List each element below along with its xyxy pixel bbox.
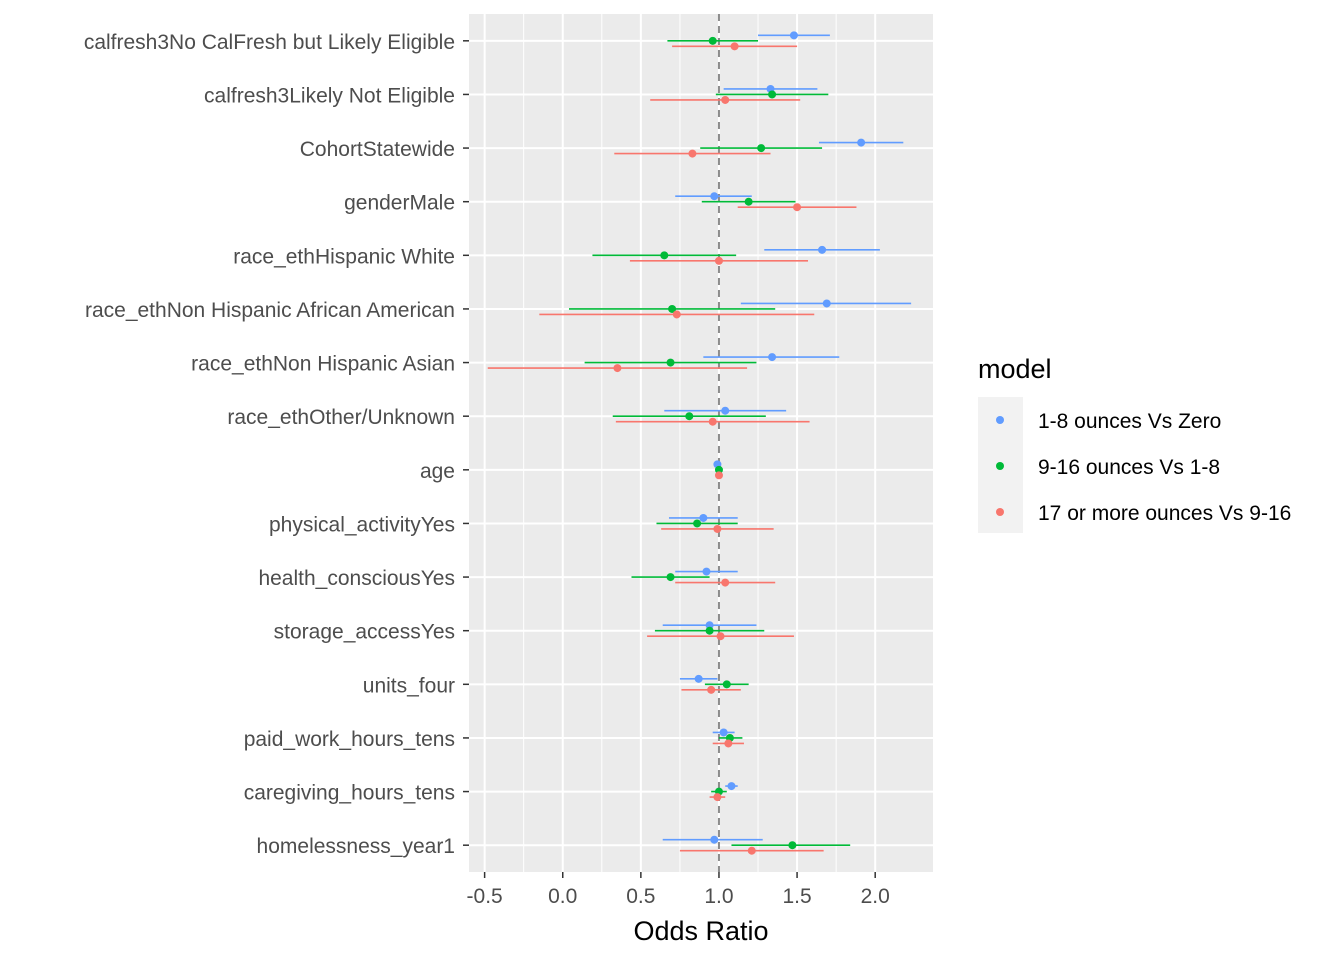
estimate-point: [708, 417, 717, 426]
legend-label: 17 or more ounces Vs 9-16: [1038, 502, 1291, 525]
estimate-point: [713, 793, 722, 802]
y-tick-label: age: [420, 460, 455, 483]
series-group: [487, 42, 857, 855]
y-axis: calfresh3No CalFresh but Likely Eligible…: [84, 31, 469, 858]
estimate-point: [688, 149, 697, 158]
y-tick-label: calfresh3Likely Not Eligible: [204, 84, 455, 107]
y-tick-label: race_ethNon Hispanic African American: [85, 299, 455, 322]
x-axis-title: Odds Ratio: [633, 916, 768, 946]
estimate-point: [757, 144, 766, 153]
y-tick-label: race_ethHispanic White: [233, 245, 455, 268]
estimate-point: [722, 680, 731, 689]
x-tick-label: -0.5: [467, 885, 503, 908]
y-tick-label: caregiving_hours_tens: [244, 782, 455, 805]
y-tick-label: units_four: [363, 674, 455, 697]
y-tick-label: health_consciousYes: [258, 567, 455, 590]
estimate-point: [730, 42, 739, 51]
estimate-point: [713, 524, 722, 533]
estimate-point: [788, 841, 797, 850]
estimate-point: [707, 685, 716, 694]
estimate-point: [793, 203, 802, 212]
estimate-point: [714, 471, 723, 480]
legend-swatch: [996, 462, 1004, 470]
x-tick-label: 1.0: [704, 885, 733, 908]
y-tick-label: homelessness_year1: [257, 835, 455, 858]
estimate-point: [705, 621, 714, 630]
legend-label: 9-16 ounces Vs 1-8: [1038, 456, 1220, 479]
estimate-point: [719, 728, 728, 737]
estimate-point: [727, 782, 736, 791]
legend-title: model: [978, 354, 1052, 384]
estimate-point: [660, 251, 669, 260]
y-tick-label: physical_activityYes: [269, 513, 455, 536]
y-tick-label: race_ethNon Hispanic Asian: [191, 353, 455, 376]
legend-swatch: [996, 416, 1004, 424]
estimate-point: [685, 412, 694, 421]
y-tick-label: calfresh3No CalFresh but Likely Eligible: [84, 31, 455, 54]
legend-swatch: [996, 508, 1004, 516]
estimate-point: [721, 578, 730, 587]
estimate-point: [702, 567, 711, 576]
estimate-point: [714, 256, 723, 265]
estimate-point: [710, 835, 719, 844]
estimate-point: [768, 90, 777, 99]
y-tick-label: CohortStatewide: [300, 138, 455, 161]
y-tick-label: race_ethOther/Unknown: [227, 406, 455, 429]
series-marks: [487, 31, 912, 855]
estimate-point: [714, 465, 723, 474]
legend-label: 1-8 ounces Vs Zero: [1038, 410, 1221, 433]
y-tick-label: storage_accessYes: [274, 621, 455, 644]
estimate-point: [666, 358, 675, 367]
estimate-point: [768, 353, 777, 362]
estimate-point: [724, 739, 733, 748]
estimate-point: [818, 245, 827, 254]
x-axis: -0.5 0.0 0.5 1.0 1.5 2.0: [467, 872, 890, 908]
x-tick-label: 2.0: [861, 885, 890, 908]
y-tick-label: genderMale: [344, 192, 455, 215]
estimate-point: [708, 36, 717, 45]
y-tick-label: paid_work_hours_tens: [244, 728, 455, 751]
estimate-point: [699, 513, 708, 522]
estimate-point: [721, 95, 730, 104]
estimate-point: [710, 192, 719, 201]
estimate-point: [693, 519, 702, 528]
estimate-point: [721, 406, 730, 415]
estimate-point: [668, 304, 677, 313]
estimate-point: [694, 674, 703, 683]
estimate-point: [705, 626, 714, 635]
series-group: [662, 31, 912, 844]
estimate-point: [666, 573, 675, 582]
x-tick-label: 0.5: [626, 885, 655, 908]
estimate-point: [613, 364, 622, 373]
estimate-point: [672, 310, 681, 319]
legend: model 1-8 ounces Vs Zero 9-16 ounces Vs 1…: [978, 354, 1291, 533]
plot-panel: [469, 14, 933, 872]
estimate-point: [822, 299, 831, 308]
estimate-point: [747, 846, 756, 855]
estimate-point: [789, 31, 798, 40]
estimate-point: [744, 197, 753, 206]
series-group: [568, 36, 851, 850]
x-tick-label: 0.0: [548, 885, 577, 908]
estimate-point: [716, 632, 725, 641]
estimate-point: [857, 138, 866, 147]
x-tick-label: 1.5: [782, 885, 811, 908]
